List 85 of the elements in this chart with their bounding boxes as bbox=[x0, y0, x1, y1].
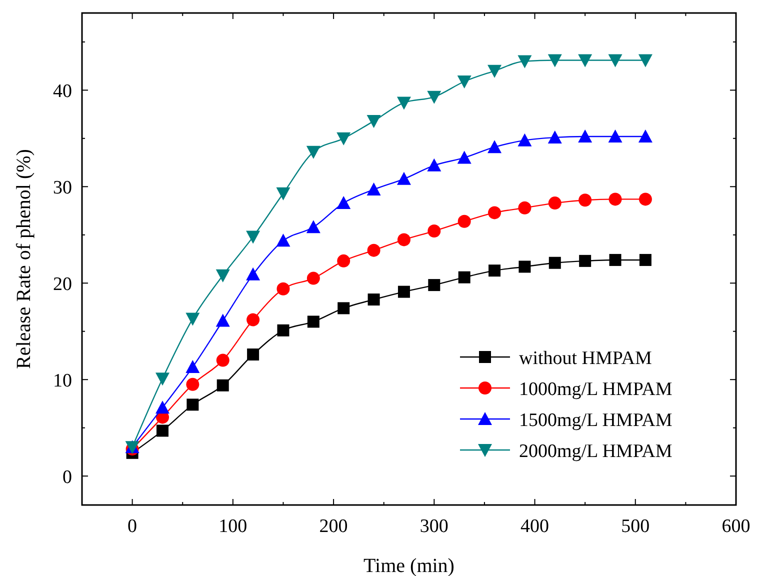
y-tick-label: 40 bbox=[53, 81, 72, 102]
point bbox=[336, 132, 351, 146]
point bbox=[367, 244, 380, 257]
legend-label: 1000mg/L HMPAM bbox=[519, 379, 672, 400]
point bbox=[306, 220, 320, 234]
point bbox=[366, 182, 381, 196]
x-tick-label: 0 bbox=[128, 516, 138, 537]
point bbox=[276, 187, 290, 200]
point bbox=[155, 400, 170, 414]
point bbox=[337, 254, 350, 268]
point bbox=[366, 115, 381, 128]
point bbox=[609, 254, 622, 266]
point bbox=[216, 314, 230, 327]
point bbox=[488, 264, 501, 277]
y-axis-title: Release Rate of phenol (%) bbox=[13, 149, 35, 369]
point bbox=[608, 129, 622, 142]
point bbox=[186, 378, 200, 391]
point bbox=[216, 269, 230, 282]
point bbox=[216, 379, 229, 392]
x-tick-label: 300 bbox=[420, 516, 448, 537]
point bbox=[276, 234, 290, 247]
point bbox=[638, 192, 652, 206]
y-tick-label: 20 bbox=[53, 274, 72, 296]
point bbox=[398, 286, 410, 298]
y-tick-label: 0 bbox=[62, 467, 72, 488]
point bbox=[578, 129, 592, 142]
point bbox=[578, 194, 592, 207]
point bbox=[156, 424, 168, 437]
point bbox=[306, 272, 320, 285]
point bbox=[306, 146, 320, 159]
point bbox=[427, 158, 442, 172]
point bbox=[548, 130, 562, 144]
point bbox=[368, 294, 380, 306]
point bbox=[276, 282, 290, 296]
point bbox=[428, 224, 441, 238]
point bbox=[608, 54, 622, 68]
point bbox=[638, 54, 652, 68]
point bbox=[608, 192, 622, 206]
point bbox=[186, 312, 200, 326]
point bbox=[518, 201, 532, 214]
point bbox=[246, 230, 260, 244]
point bbox=[488, 64, 502, 78]
point bbox=[458, 214, 471, 228]
point bbox=[488, 140, 502, 154]
point bbox=[336, 196, 351, 210]
point bbox=[246, 267, 260, 280]
point bbox=[338, 302, 350, 314]
point bbox=[518, 260, 531, 273]
point bbox=[457, 150, 472, 164]
point bbox=[638, 129, 652, 142]
point bbox=[548, 256, 561, 269]
point bbox=[216, 354, 230, 367]
point bbox=[186, 360, 200, 374]
point bbox=[307, 316, 320, 328]
x-axis-title: Time (min) bbox=[364, 555, 454, 576]
point bbox=[457, 75, 472, 88]
y-tick-label: 10 bbox=[53, 370, 72, 392]
legend-label: 1500mg/L HMPAM bbox=[519, 410, 672, 431]
point bbox=[247, 348, 260, 361]
point bbox=[518, 133, 532, 146]
point bbox=[548, 196, 562, 210]
point bbox=[639, 254, 652, 266]
point bbox=[458, 271, 470, 284]
point bbox=[427, 90, 442, 104]
point bbox=[397, 233, 410, 246]
point bbox=[579, 254, 592, 267]
point bbox=[246, 313, 260, 326]
x-tick-label: 500 bbox=[621, 516, 650, 537]
point bbox=[488, 206, 502, 220]
point bbox=[428, 279, 440, 292]
point bbox=[548, 54, 562, 68]
y-tick-label: 30 bbox=[53, 178, 72, 199]
point bbox=[396, 96, 411, 110]
point bbox=[186, 398, 199, 411]
x-tick-label: 100 bbox=[218, 516, 248, 537]
x-tick-label: 200 bbox=[319, 516, 348, 537]
legend-label: without HMPAM bbox=[519, 348, 652, 369]
point bbox=[396, 172, 411, 185]
point bbox=[518, 55, 532, 68]
legend-label: 2000mg/L HMPAM bbox=[519, 441, 672, 462]
point bbox=[578, 54, 592, 68]
point bbox=[277, 324, 290, 336]
x-tick-label: 600 bbox=[722, 516, 750, 537]
x-tick-label: 400 bbox=[520, 516, 550, 537]
point bbox=[155, 372, 170, 386]
